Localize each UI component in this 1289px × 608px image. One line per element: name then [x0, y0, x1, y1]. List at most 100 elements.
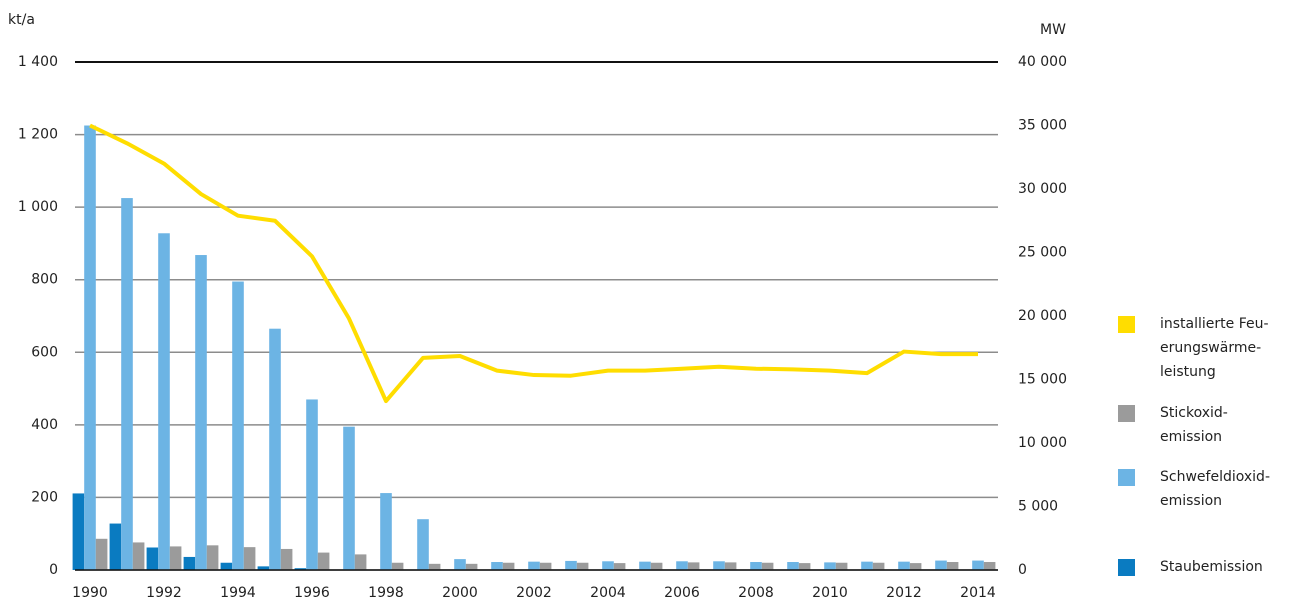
y2-tick-label: 15 000 [1018, 372, 1067, 388]
x-tick-label: 1996 [294, 585, 330, 601]
bar [169, 546, 182, 570]
bar [576, 562, 589, 570]
bar [565, 560, 577, 570]
y-tick-label: 600 [31, 344, 58, 360]
legend-label: Staubemission [1160, 559, 1263, 575]
bar [639, 561, 651, 570]
y2-tick-label: 40 000 [1018, 54, 1067, 70]
bar [613, 563, 626, 570]
bar [195, 255, 207, 571]
legend-swatch [1118, 469, 1135, 486]
bar [380, 493, 392, 570]
bar [835, 562, 848, 570]
legend-label: Schwefel­dioxid­emission [1160, 469, 1270, 509]
bar [898, 561, 910, 570]
bar [109, 523, 122, 570]
y2-axis-title: MW [1040, 22, 1066, 38]
bar [232, 281, 244, 570]
y-tick-label: 400 [31, 417, 58, 433]
y-tick-label: 1 200 [18, 127, 58, 143]
y2-tick-label: 20 000 [1018, 308, 1067, 324]
legend-label: Stickoxid­emission [1160, 405, 1228, 445]
y2-tick-label: 25 000 [1018, 245, 1067, 261]
bar [972, 560, 984, 570]
bar [343, 426, 355, 570]
y2-tick-label: 30 000 [1018, 181, 1067, 197]
bar [257, 566, 270, 570]
bar [417, 519, 429, 570]
bar [935, 560, 947, 570]
x-tick-label: 2008 [738, 585, 774, 601]
x-tick-label: 2000 [442, 585, 478, 601]
bar [317, 552, 330, 570]
bar [280, 548, 293, 570]
x-tick-label: 2002 [516, 585, 552, 601]
y2-tick-label: 0 [1018, 562, 1027, 578]
bar [220, 562, 233, 570]
bar [121, 198, 133, 571]
line [89, 123, 978, 404]
x-tick-label: 1998 [368, 585, 404, 601]
bar [798, 563, 811, 570]
bar [539, 562, 552, 570]
bar [872, 562, 885, 570]
y2-tick-label: 5 000 [1018, 499, 1058, 515]
bar [428, 563, 441, 570]
legend-label: installierte Feu­erungswärme­leistung [1160, 316, 1269, 380]
bar [206, 545, 219, 570]
bar [72, 493, 85, 570]
bar [84, 125, 96, 570]
bar [158, 233, 170, 571]
y2-tick-label: 10 000 [1018, 435, 1067, 451]
bar [465, 563, 478, 570]
x-tick-label: 1992 [146, 585, 182, 601]
y-axis-title: kt/a [8, 12, 35, 28]
y-tick-label: 1 000 [18, 199, 58, 215]
bar [391, 562, 404, 570]
bar [354, 554, 367, 570]
y-tick-label: 200 [31, 489, 58, 505]
bar [306, 399, 318, 570]
x-tick-label: 2010 [812, 585, 848, 601]
bar [909, 563, 922, 570]
y-tick-label: 0 [49, 562, 58, 578]
bar [183, 556, 196, 570]
bar [946, 562, 959, 570]
y-tick-label: 800 [31, 272, 58, 288]
bar [269, 328, 281, 570]
bar [650, 562, 663, 570]
bar [146, 547, 159, 570]
x-tick-label: 2012 [886, 585, 922, 601]
legend-swatch [1118, 405, 1135, 422]
x-tick-label: 1994 [220, 585, 256, 601]
y-tick-label: 1 400 [18, 54, 58, 70]
bar [602, 561, 614, 570]
bar [687, 562, 700, 570]
bar [861, 561, 873, 570]
bar [824, 562, 836, 570]
bar [761, 562, 774, 570]
bar [502, 562, 515, 570]
x-tick-label: 2004 [590, 585, 626, 601]
legend-swatch [1118, 559, 1135, 576]
y2-tick-label: 35 000 [1018, 118, 1067, 134]
bar [528, 561, 540, 570]
bar [491, 562, 503, 570]
bar [750, 562, 762, 570]
x-tick-label: 1990 [72, 585, 108, 601]
bar [983, 562, 996, 570]
legend-swatch [1118, 316, 1135, 333]
bar [724, 562, 737, 570]
bar [132, 542, 145, 570]
bar [294, 568, 307, 570]
bar [243, 547, 256, 570]
x-tick-label: 2014 [960, 585, 996, 601]
bar [787, 562, 799, 570]
bar [454, 559, 466, 570]
bar [676, 561, 688, 570]
bar [713, 561, 725, 570]
bar [95, 538, 108, 570]
x-tick-label: 2006 [664, 585, 700, 601]
